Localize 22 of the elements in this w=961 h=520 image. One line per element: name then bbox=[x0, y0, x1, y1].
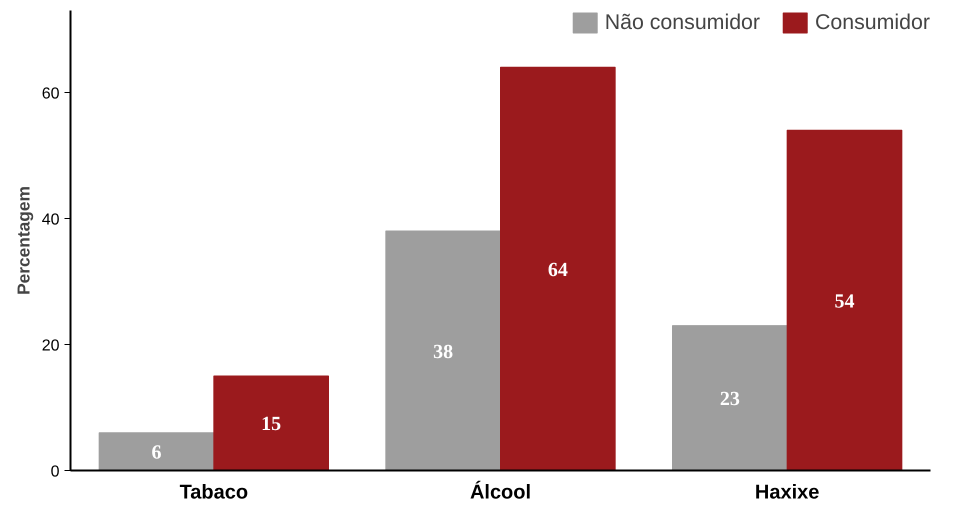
bar bbox=[98, 432, 214, 470]
x-tick-label: Haxixe bbox=[754, 482, 820, 504]
y-tick-label: 20 bbox=[42, 337, 60, 354]
y-axis-title: Percentagem bbox=[14, 186, 34, 295]
bar bbox=[385, 230, 501, 470]
data-label: 15 bbox=[261, 413, 282, 436]
data-label: 23 bbox=[720, 388, 740, 410]
y-tick-label: 0 bbox=[50, 464, 60, 480]
x-tick-label: Tabaco bbox=[180, 482, 248, 504]
y-tick-label: 40 bbox=[42, 211, 60, 228]
legend-label: Consumidor bbox=[815, 10, 930, 35]
bar bbox=[672, 325, 788, 470]
data-label: 38 bbox=[433, 340, 454, 363]
data-label: 54 bbox=[834, 290, 854, 312]
data-label: 64 bbox=[548, 258, 568, 281]
legend-label: Não consumidor bbox=[604, 10, 760, 35]
bar bbox=[500, 66, 616, 470]
x-tick-label: Álcool bbox=[470, 480, 532, 504]
data-label: 6 bbox=[152, 442, 162, 464]
bar bbox=[786, 130, 902, 470]
y-tick-label: 60 bbox=[42, 85, 60, 102]
bar bbox=[213, 375, 329, 470]
